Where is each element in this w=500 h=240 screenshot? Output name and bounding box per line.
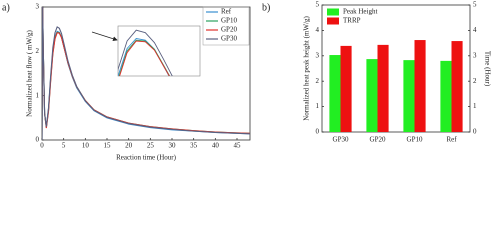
x-tick-label: 35 [190,142,198,150]
bar [440,60,452,132]
bar [403,60,415,133]
y2-tick-label: 1 [473,102,477,110]
legend-label: GP30 [221,35,237,43]
plot-frame [321,4,471,133]
y-tick-label: 0 [36,136,40,144]
inset-line [118,29,173,76]
x-tick-label: 40 [212,142,220,150]
bar [377,44,389,132]
bar [329,55,341,133]
x-tick-label: GP30 [333,136,349,144]
legend-swatch [327,8,339,16]
inset-line [119,40,170,76]
y2-tick-label: 3 [473,51,477,59]
bar [340,45,352,133]
x-tick-label: 0 [40,142,44,150]
inset-line [118,39,171,76]
legend-label: GP10 [221,17,237,25]
x-tick-label: 20 [125,142,133,150]
x-axis-label: Reaction time (Hour) [116,154,177,162]
plot-area [42,7,250,140]
panel-label: b) [262,2,270,13]
x-tick-label: 30 [169,142,177,150]
x-tick-label: 45 [234,142,242,150]
legend-frame [202,6,250,46]
x-tick-label: GP10 [407,136,423,144]
legend-label: TRRP [343,17,361,25]
y-tick-label: 4 [316,26,320,34]
x-tick-label: 10 [82,142,90,150]
legend-label: Peak Height [343,8,377,16]
inset-area [118,29,173,76]
bar [414,40,426,132]
inset-line [118,38,170,76]
y-tick-label: 2 [316,77,320,85]
legend-label: GP20 [221,26,237,34]
y2-axis-label: Time (Hour) [483,51,491,87]
legend-label: Ref [221,8,232,16]
bar [366,59,378,132]
x-tick-label: 15 [104,142,112,150]
y-tick-label: 2 [36,47,40,55]
bar [451,41,463,132]
y2-tick-label: 2 [473,77,477,85]
y-tick-label: 1 [316,102,320,110]
y-tick-label: 1 [36,91,40,99]
y-tick-label: 3 [36,3,40,11]
x-tick-label: GP20 [370,136,386,144]
y-tick-label: 0 [316,128,320,136]
x-tick-label: 5 [62,142,66,150]
legend-swatch [327,17,339,25]
y2-tick-label: 4 [473,26,477,34]
y2-tick-label: 0 [473,128,477,136]
y-tick-label: 5 [316,1,320,9]
y2-tick-label: 5 [473,1,477,9]
panel-label: a) [2,2,10,13]
x-tick-label: 25 [147,142,155,150]
inset-arrow [91,31,118,42]
x-tick-label: Ref [446,136,457,144]
y-axis-label: Normalized heat flow ( mW/g) [26,29,34,116]
y-tick-label: 3 [316,51,320,59]
y-axis-label: Normalized heat peak height (mW/g) [303,16,311,121]
line-series [42,7,250,140]
